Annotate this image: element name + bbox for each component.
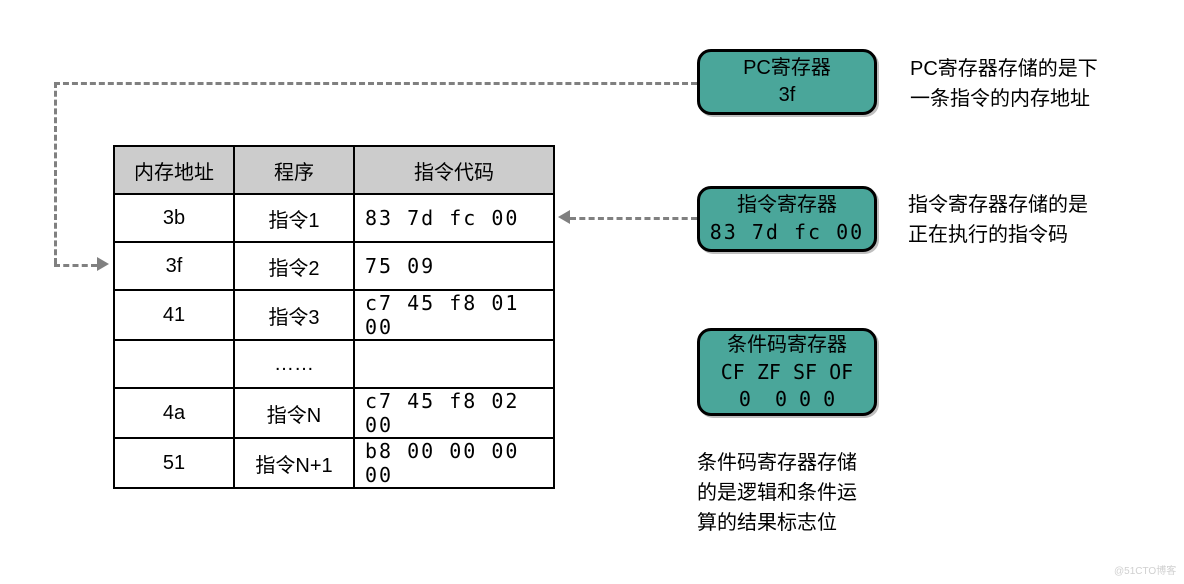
condition-code-register-flags: CF ZF SF OF (721, 359, 853, 386)
ir-annotation-line2: 正在执行的指令码 (908, 220, 1088, 250)
condition-code-register-title: 条件码寄存器 (727, 332, 847, 359)
pc-register-box: PC寄存器 3f (697, 49, 877, 115)
connector-arrowhead (558, 210, 570, 224)
instruction-register-box: 指令寄存器 83 7d fc 00 (697, 186, 877, 252)
instruction-register-title: 指令寄存器 (737, 192, 837, 219)
cell-addr: 4a (114, 388, 234, 438)
memory-table: 内存地址程序指令代码 3b指令183 7d fc 003f指令275 0941指… (113, 145, 555, 489)
pc-annotation: PC寄存器存储的是下 一条指令的内存地址 (910, 54, 1098, 114)
ir-annotation: 指令寄存器存储的是 正在执行的指令码 (908, 190, 1088, 250)
cell-code (354, 340, 554, 388)
diagram-canvas: 内存地址程序指令代码 3b指令183 7d fc 003f指令275 0941指… (0, 0, 1184, 584)
condition-code-register-box: 条件码寄存器 CF ZF SF OF 0 0 0 0 (697, 328, 877, 416)
table-row: 41指令3c7 45 f8 01 00 (114, 290, 554, 340)
cell-prog: 指令N+1 (234, 438, 354, 488)
ir-annotation-line1: 指令寄存器存储的是 (908, 190, 1088, 220)
cell-addr: 41 (114, 290, 234, 340)
cond-annotation-line1: 条件码寄存器存储 (697, 448, 857, 478)
cell-prog: 指令2 (234, 242, 354, 290)
table-row: 3b指令183 7d fc 00 (114, 194, 554, 242)
cell-prog: 指令1 (234, 194, 354, 242)
cell-addr: 3b (114, 194, 234, 242)
cell-code: 83 7d fc 00 (354, 194, 554, 242)
cell-code: c7 45 f8 01 00 (354, 290, 554, 340)
pc-register-value: 3f (779, 82, 796, 109)
cell-code: c7 45 f8 02 00 (354, 388, 554, 438)
table-header: 指令代码 (354, 146, 554, 194)
table-row: 4a指令Nc7 45 f8 02 00 (114, 388, 554, 438)
cell-prog: 指令N (234, 388, 354, 438)
instruction-register-value: 83 7d fc 00 (710, 219, 864, 246)
condition-code-register-values: 0 0 0 0 (739, 386, 835, 413)
pc-annotation-line1: PC寄存器存储的是下 (910, 54, 1098, 84)
watermark-text: @51CTO博客 (1114, 562, 1176, 577)
table-header: 程序 (234, 146, 354, 194)
cond-annotation-line3: 算的结果标志位 (697, 508, 857, 538)
table-row: …… (114, 340, 554, 388)
connector-segment (570, 217, 697, 220)
cell-code: 75 09 (354, 242, 554, 290)
table-row: 51指令N+1b8 00 00 00 00 (114, 438, 554, 488)
cell-addr: 3f (114, 242, 234, 290)
cell-prog: 指令3 (234, 290, 354, 340)
cell-prog: …… (234, 340, 354, 388)
cell-addr (114, 340, 234, 388)
connector-segment (54, 82, 57, 264)
cond-annotation: 条件码寄存器存储 的是逻辑和条件运 算的结果标志位 (697, 448, 857, 538)
table-row: 3f指令275 09 (114, 242, 554, 290)
connector-segment (54, 82, 697, 85)
pc-annotation-line2: 一条指令的内存地址 (910, 84, 1098, 114)
cell-addr: 51 (114, 438, 234, 488)
connector-segment (54, 264, 97, 267)
cell-code: b8 00 00 00 00 (354, 438, 554, 488)
pc-register-title: PC寄存器 (743, 55, 831, 82)
connector-arrowhead (97, 257, 109, 271)
table-header: 内存地址 (114, 146, 234, 194)
cond-annotation-line2: 的是逻辑和条件运 (697, 478, 857, 508)
